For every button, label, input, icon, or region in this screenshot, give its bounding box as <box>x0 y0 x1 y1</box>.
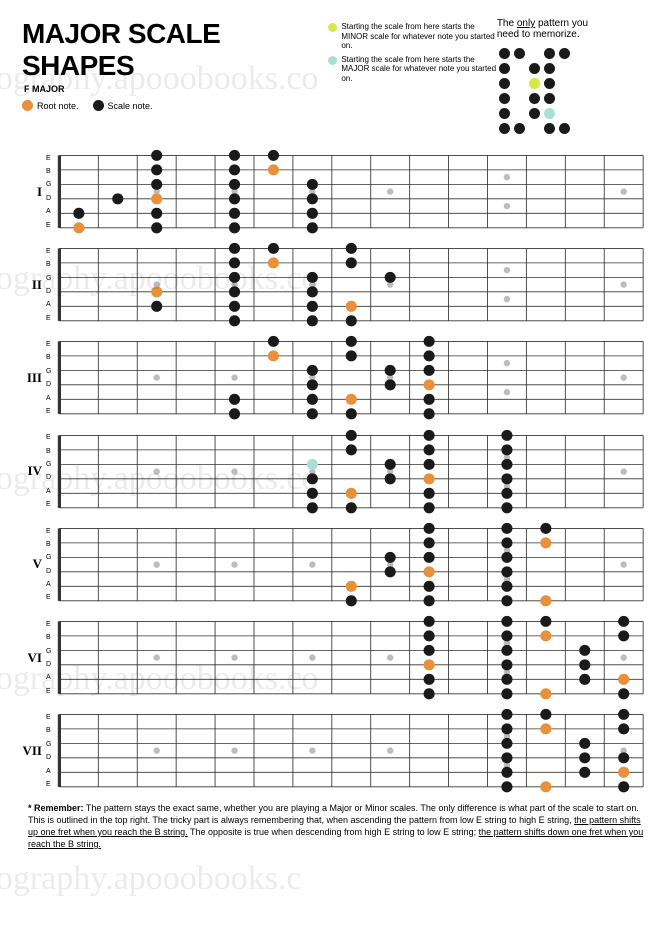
legend-root: Root note. <box>22 100 79 111</box>
mini-pattern <box>497 46 650 139</box>
chart-row: IIEBGDAE <box>22 242 650 327</box>
fretboard <box>53 615 650 700</box>
chart-row: VEBGDAE <box>22 522 650 607</box>
header: MAJOR SCALE SHAPES F MAJOR Root note. Sc… <box>22 18 650 139</box>
roman-numeral: V <box>22 556 46 572</box>
fretboard <box>53 149 650 234</box>
chart-row: VIEBGDAE <box>22 615 650 700</box>
page-title: MAJOR SCALE SHAPES <box>22 18 328 82</box>
roman-numeral: II <box>22 277 46 293</box>
memorize-text: The only pattern you need to memorize. <box>497 18 650 40</box>
string-labels: EBGDAE <box>46 151 51 231</box>
legend-scale: Scale note. <box>93 100 153 111</box>
scale-dot-icon <box>93 100 104 111</box>
string-labels: EBGDAE <box>46 524 51 604</box>
chart-row: VIIEBGDAE <box>22 708 650 793</box>
fretboard <box>53 708 650 793</box>
fretboard <box>53 522 650 607</box>
roman-numeral: III <box>22 370 46 386</box>
minor-note: Starting the scale from here starts the … <box>328 22 496 51</box>
major-dot-icon <box>328 56 337 65</box>
page-subtitle: F MAJOR <box>24 84 328 94</box>
chart-row: IIIEBGDAE <box>22 335 650 420</box>
root-dot-icon <box>22 100 33 111</box>
roman-numeral: I <box>22 184 46 200</box>
roman-numeral: VI <box>22 650 46 666</box>
fretboard <box>53 429 650 514</box>
string-labels: EBGDAE <box>46 338 51 418</box>
legend-root-label: Root note. <box>37 101 79 111</box>
charts-container: IEBGDAEIIEBGDAEIIIEBGDAEIVEBGDAEVEBGDAEV… <box>22 149 650 794</box>
chart-row: IEBGDAE <box>22 149 650 234</box>
string-labels: EBGDAE <box>46 245 51 325</box>
roman-numeral: VII <box>22 743 46 759</box>
fretboard <box>53 335 650 420</box>
string-labels: EBGDAE <box>46 431 51 511</box>
string-labels: EBGDAE <box>46 711 51 791</box>
legend: Root note. Scale note. <box>22 100 328 111</box>
header-right: The only pattern you need to memorize. <box>497 18 650 139</box>
major-note-text: Starting the scale from here starts the … <box>341 55 496 84</box>
legend-scale-label: Scale note. <box>108 101 153 111</box>
minor-note-text: Starting the scale from here starts the … <box>341 22 496 51</box>
footer-note: * Remember: The pattern stays the exact … <box>22 802 650 851</box>
header-left: MAJOR SCALE SHAPES F MAJOR Root note. Sc… <box>22 18 328 111</box>
roman-numeral: IV <box>22 463 46 479</box>
fretboard <box>53 242 650 327</box>
chart-row: IVEBGDAE <box>22 429 650 514</box>
minor-dot-icon <box>328 23 337 32</box>
header-notes: Starting the scale from here starts the … <box>328 18 496 88</box>
string-labels: EBGDAE <box>46 618 51 698</box>
major-note: Starting the scale from here starts the … <box>328 55 496 84</box>
